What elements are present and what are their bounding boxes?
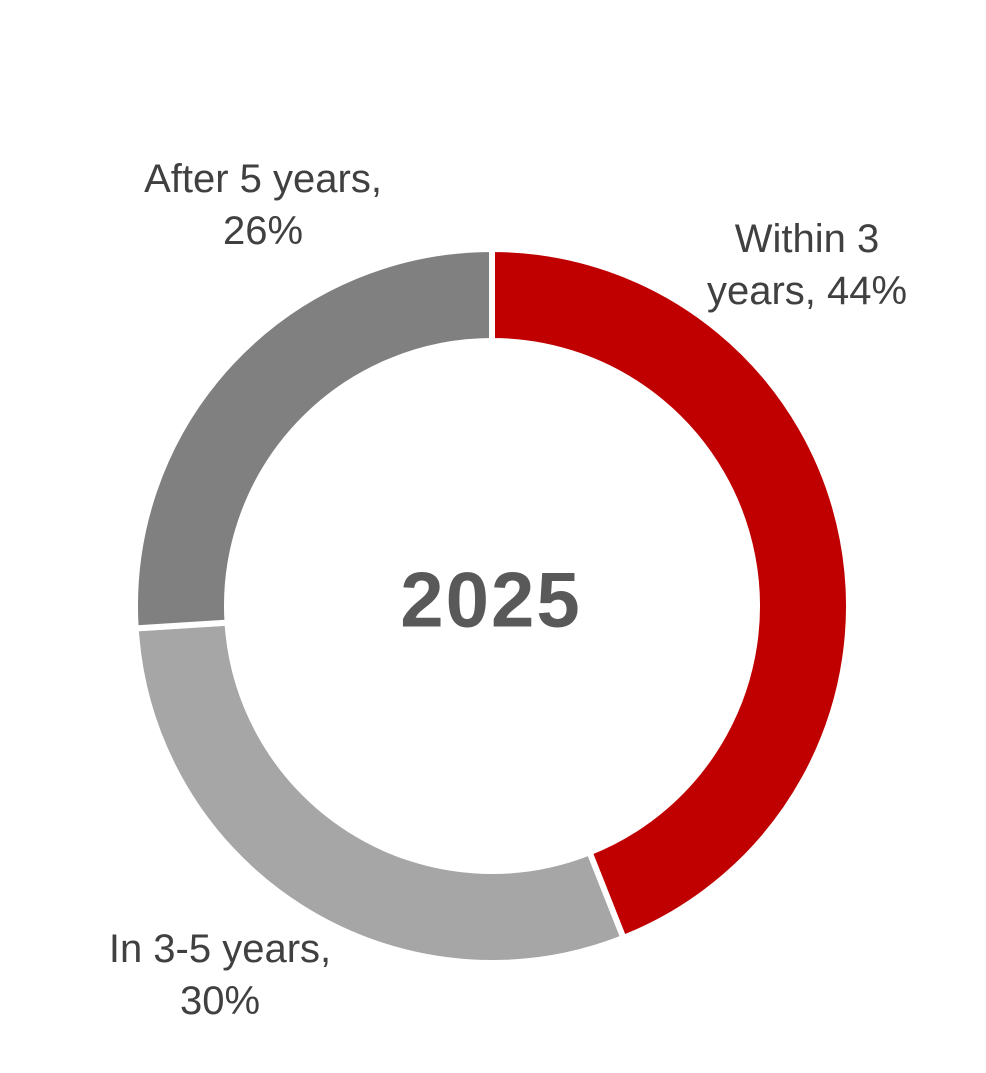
donut-slice-within-3-years: [489, 245, 852, 942]
donut-slice-in-3-5-years: [132, 619, 628, 966]
data-label-in-3-5-years: In 3-5 years, 30%: [109, 923, 331, 1027]
donut-slice-after-5-years: [132, 245, 495, 632]
data-label-line: In 3-5 years,: [108, 927, 332, 971]
center-year-label: 2025: [400, 555, 582, 644]
data-label-within-3-years: Within 3 years, 44%: [707, 213, 907, 317]
data-label-line: 30%: [179, 979, 261, 1023]
data-label-after-5-years: After 5 years, 26%: [144, 153, 382, 257]
data-label-line: years, 44%: [706, 269, 908, 313]
data-label-line: 26%: [222, 209, 304, 253]
data-label-line: After 5 years,: [144, 157, 382, 201]
data-label-line: Within 3: [734, 217, 880, 261]
